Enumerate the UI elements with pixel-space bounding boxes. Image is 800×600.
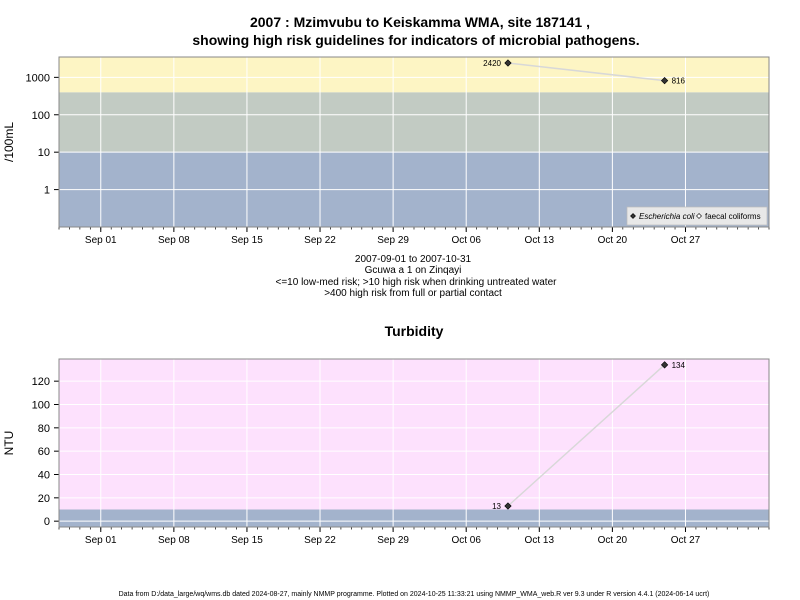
y-tick-label: 80 [38, 423, 50, 435]
series-line [507, 62, 665, 82]
x-tick-label: Oct 27 [671, 235, 701, 246]
data-label: 816 [672, 77, 686, 86]
legend-label: Escherichia coli [639, 212, 695, 221]
y-tick-label: 100 [32, 400, 50, 412]
open-diamond-icon [696, 213, 702, 219]
turbidity-title: Turbidity [385, 323, 444, 339]
x-tick-label: Sep 15 [231, 235, 263, 246]
y-tick-label: 60 [38, 446, 50, 458]
risk-band-0 [59, 509, 769, 527]
chart-title-line2: showing high risk guidelines for indicat… [192, 32, 639, 48]
x-tick-label: Sep 08 [158, 535, 190, 546]
y-tick-label: 1 [44, 185, 50, 197]
data-point [504, 59, 512, 67]
caption-line2: Gcuwa a 1 on Zinqayi [365, 265, 462, 276]
y-tick-label: 1000 [26, 72, 50, 84]
filled-diamond-icon [630, 213, 636, 219]
plot-frame [58, 358, 770, 528]
chart-title-line1: 2007 : Mzimvubu to Keiskamma WMA, site 1… [250, 14, 590, 30]
x-tick-label: Oct 13 [525, 535, 555, 546]
data-label: 2420 [483, 59, 501, 68]
ecoli-panel: Sep 01 Sep 08 Sep 15 Sep 22 Sep 29 Oct 06 Oct … [2, 56, 770, 246]
y-tick-label: 0 [44, 516, 50, 528]
y-tick-label: 120 [32, 376, 50, 388]
x-tick-label: Oct 13 [525, 235, 555, 246]
risk-band-1 [59, 359, 769, 510]
legend: Escherichia coli faecal coliforms [626, 206, 768, 226]
x-tick-label: Sep 29 [377, 535, 409, 546]
y-tick-label: 20 [38, 493, 50, 505]
risk-band-2 [59, 57, 769, 93]
x-tick-label: Sep 29 [377, 235, 409, 246]
data-point [660, 361, 669, 369]
data-label: 134 [672, 361, 686, 370]
y-tick-label: 100 [32, 110, 50, 122]
x-tick-label: Oct 20 [598, 535, 628, 546]
plot-frame [58, 56, 770, 228]
x-tick-label: Sep 22 [304, 235, 336, 246]
x-tick-label: Oct 06 [451, 235, 481, 246]
x-tick-label: Sep 01 [85, 235, 117, 246]
caption-line4: >400 high risk from full or partial cont… [324, 288, 502, 299]
legend-label: faecal coliforms [705, 212, 761, 221]
footer-note: Data from D:/data_large/wq/wms.db dated … [119, 591, 710, 598]
x-tick-label: Oct 27 [671, 535, 701, 546]
turbidity-panel: Sep 01 Sep 08 Sep 15 Sep 22 Sep 29 Oct 06 Oct … [2, 358, 770, 546]
x-tick-label: Sep 15 [231, 535, 263, 546]
x-tick-label: Sep 22 [304, 535, 336, 546]
x-tick-label: Oct 20 [598, 235, 628, 246]
data-label: 13 [492, 502, 501, 511]
risk-band-1 [59, 92, 769, 153]
series-line [507, 364, 666, 507]
data-point [504, 502, 512, 510]
y-axis-label: NTU [2, 431, 16, 456]
y-tick-label: 10 [38, 147, 50, 159]
x-tick-label: Oct 06 [451, 535, 481, 546]
y-tick-label: 40 [38, 470, 50, 482]
caption-line1: 2007-09-01 to 2007-10-31 [355, 254, 472, 265]
x-tick-label: Sep 08 [158, 235, 190, 246]
data-point [660, 77, 669, 85]
caption-line3: <=10 low-med risk; >10 high risk when dr… [276, 277, 558, 288]
x-tick-label: Sep 01 [85, 535, 117, 546]
y-axis-label: /100mL [2, 122, 16, 162]
